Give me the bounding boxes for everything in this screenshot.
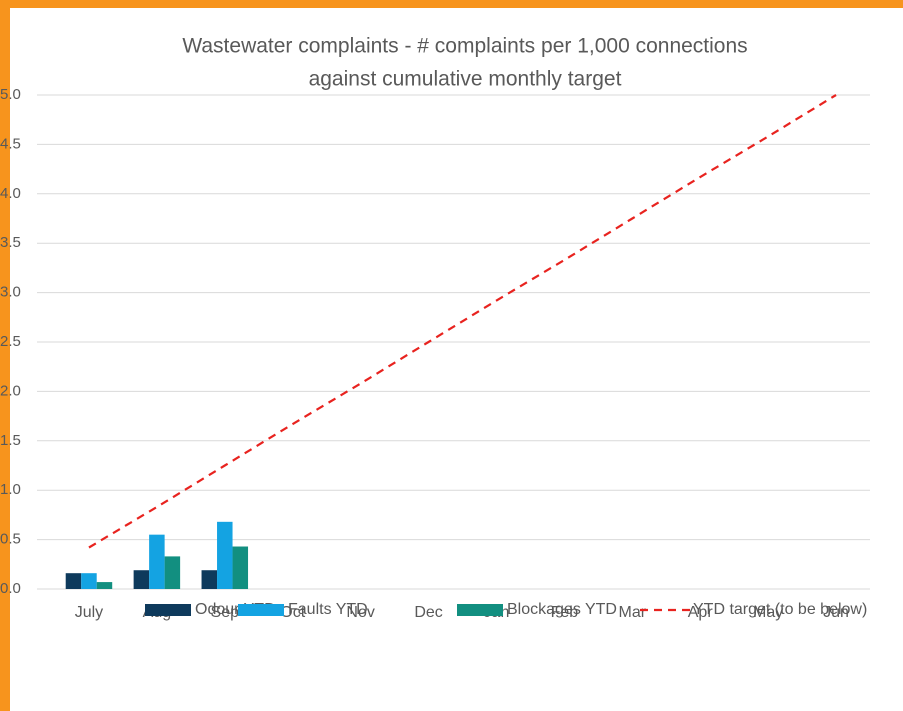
bar (232, 546, 249, 589)
top-border (0, 0, 903, 8)
legend-label: Blockages YTD (507, 601, 617, 618)
x-tick-label: Apr (688, 604, 714, 621)
x-tick-label: Nov (346, 604, 374, 621)
legend-swatch (457, 604, 503, 616)
bar (201, 570, 218, 589)
legend-label: YTD target (to be below) (693, 601, 867, 618)
x-tick-label: Dec (414, 604, 442, 621)
y-tick-label: 1.0 (0, 481, 21, 498)
bar (65, 573, 82, 589)
y-tick-label: 3.0 (0, 284, 21, 301)
y-tick-label: 1.5 (0, 432, 21, 449)
y-tick-label: 4.0 (0, 185, 21, 202)
y-tick-label: 0.0 (0, 580, 21, 597)
x-tick-label: Sep (211, 604, 240, 621)
legend-swatch (238, 604, 284, 616)
target-line (88, 94, 837, 549)
x-tick-label: July (75, 604, 103, 621)
bar (133, 570, 150, 589)
y-tick-label: 3.5 (0, 234, 21, 251)
x-tick-label: May (753, 604, 783, 621)
legend-label: Faults YTD (288, 601, 368, 618)
x-tick-label: Mar (619, 604, 647, 621)
y-tick-label: 4.5 (0, 135, 21, 152)
x-tick-label: Oct (280, 604, 305, 621)
y-tick-label: 2.0 (0, 382, 21, 399)
left-border (0, 0, 10, 711)
x-tick-label: Feb (551, 604, 579, 621)
bar (149, 534, 165, 589)
y-tick-label: 0.5 (0, 531, 21, 548)
bar (96, 582, 113, 589)
x-tick-label: Jun (823, 604, 849, 621)
bar (217, 521, 233, 589)
y-tick-label: 5.0 (0, 86, 21, 103)
bar (164, 556, 181, 589)
y-tick-label: 2.5 (0, 333, 21, 350)
chart-title: against cumulative monthly target (309, 68, 622, 91)
bar (81, 573, 97, 589)
chart-title: Wastewater complaints - # complaints per… (182, 35, 747, 58)
legend-swatch (145, 604, 191, 616)
